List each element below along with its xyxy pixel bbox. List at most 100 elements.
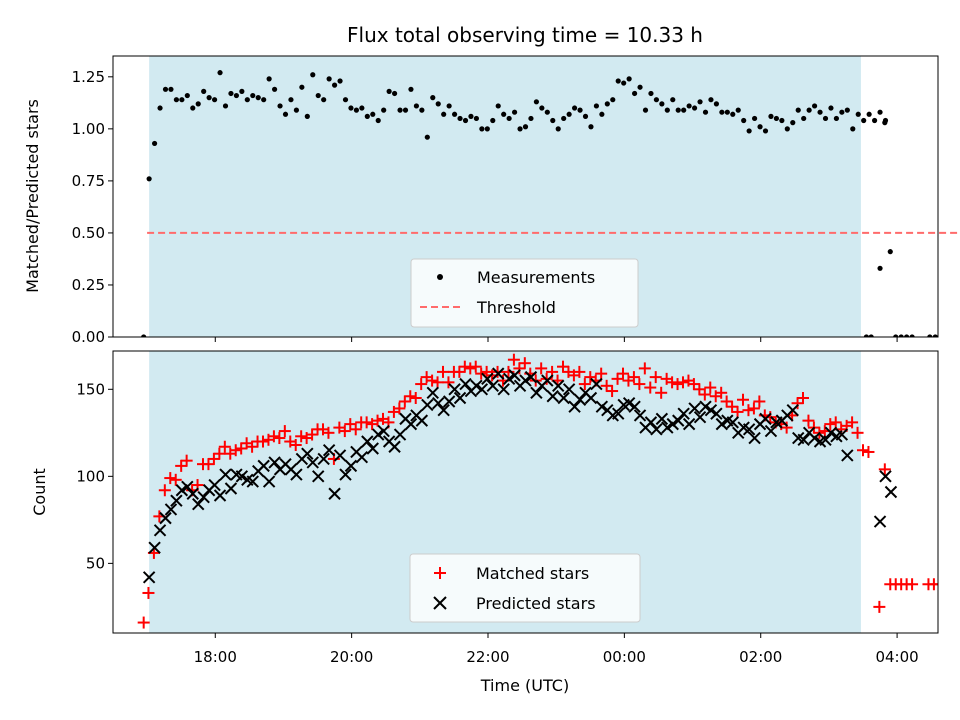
predicted-star-point bbox=[453, 391, 467, 405]
matched-star-point bbox=[349, 423, 362, 436]
predicted-star-point bbox=[644, 416, 658, 429]
top-chart-title: Flux total observing time = 10.33 h bbox=[347, 23, 703, 47]
measurement-point bbox=[757, 124, 763, 130]
measurement-point bbox=[490, 117, 496, 124]
measurement-point bbox=[877, 265, 883, 271]
matched-star-point bbox=[360, 416, 373, 429]
measurement-point bbox=[386, 88, 392, 94]
measurement-point bbox=[391, 90, 398, 97]
predicted-star-point bbox=[797, 433, 810, 446]
measurement-point bbox=[288, 97, 294, 103]
measurement-point bbox=[522, 124, 529, 130]
measurement-point bbox=[566, 111, 572, 117]
predicted-star-point bbox=[764, 424, 778, 438]
predicted-star-point bbox=[819, 433, 832, 446]
predicted-star-point bbox=[361, 435, 374, 448]
predicted-star-point bbox=[219, 468, 232, 481]
bottom-legend-box bbox=[409, 553, 641, 623]
measurement-point bbox=[697, 99, 703, 105]
matched-star-point bbox=[338, 425, 351, 438]
bottom-y-tick-label: 100 bbox=[76, 467, 105, 485]
matched-star-point bbox=[802, 414, 815, 427]
predicted-star-point bbox=[677, 407, 690, 420]
predicted-star-point bbox=[568, 400, 581, 413]
matched-star-point bbox=[458, 360, 471, 373]
measurement-point bbox=[593, 103, 600, 109]
measurement-point bbox=[768, 113, 774, 119]
bottom-legend: Matched stars Predicted stars bbox=[409, 553, 641, 623]
measurement-point bbox=[446, 103, 452, 109]
star-count-points bbox=[137, 353, 938, 629]
measurement-point bbox=[555, 126, 561, 132]
measurement-point bbox=[675, 107, 681, 113]
matched-star-point bbox=[824, 418, 837, 431]
measurement-point bbox=[162, 86, 169, 92]
matched-star-point bbox=[666, 376, 679, 389]
matched-star-point bbox=[595, 367, 608, 380]
measurement-point bbox=[402, 107, 409, 113]
matched-star-point bbox=[442, 376, 455, 389]
matched-star-point bbox=[687, 378, 700, 391]
matched-star-point bbox=[638, 362, 651, 375]
measurement-point bbox=[708, 97, 714, 103]
predicted-star-point bbox=[213, 489, 227, 502]
matched-star-point bbox=[513, 362, 526, 375]
measurement-point bbox=[277, 103, 283, 109]
measurement-point bbox=[604, 101, 610, 107]
predicted-star-point bbox=[835, 428, 849, 441]
predicted-star-point bbox=[475, 383, 489, 396]
predicted-star-point bbox=[650, 423, 663, 436]
measurement-point bbox=[271, 86, 278, 92]
measurement-point bbox=[550, 117, 556, 124]
predicted-star-point bbox=[235, 470, 249, 483]
predicted-star-point bbox=[262, 475, 276, 488]
measurement-point bbox=[457, 115, 463, 122]
measurement-point bbox=[868, 334, 874, 337]
matched-star-point bbox=[747, 402, 760, 415]
measurement-point bbox=[451, 111, 458, 117]
measurement-point bbox=[588, 124, 594, 130]
predicted-star-point bbox=[808, 431, 821, 445]
matched-star-point bbox=[600, 379, 613, 392]
predicted-star-point bbox=[317, 452, 330, 466]
measurement-point bbox=[784, 126, 790, 132]
measurement-point bbox=[430, 95, 436, 101]
predicted-star-point bbox=[142, 571, 156, 584]
measurement-point bbox=[473, 115, 480, 122]
predicted-star-point bbox=[442, 395, 456, 408]
measurement-point bbox=[833, 115, 840, 122]
measurement-point bbox=[168, 86, 174, 92]
predicted-star-point bbox=[502, 372, 516, 386]
predicted-star-point bbox=[530, 386, 543, 399]
predicted-star-point bbox=[393, 428, 407, 441]
measurement-point bbox=[664, 107, 670, 113]
predicted-star-point bbox=[459, 377, 472, 391]
measurement-point bbox=[599, 111, 605, 117]
measurement-point bbox=[419, 107, 425, 113]
measurement-point bbox=[353, 107, 360, 113]
measurement-point bbox=[839, 109, 845, 115]
predicted-star-point bbox=[257, 459, 270, 473]
measurement-point bbox=[348, 105, 354, 111]
predicted-star-point bbox=[519, 374, 532, 387]
predicted-star-point bbox=[355, 450, 369, 464]
predicted-star-point bbox=[612, 407, 625, 420]
predicted-star-point bbox=[524, 370, 538, 384]
matched-star-point bbox=[731, 405, 744, 418]
matched-star-point bbox=[273, 432, 286, 445]
predicted-star-point bbox=[421, 398, 434, 412]
measurement-point bbox=[844, 107, 850, 113]
measurement-point bbox=[190, 105, 196, 111]
measurement-point bbox=[321, 97, 327, 103]
measurement-point bbox=[850, 126, 856, 132]
legend-predicted-stars: Predicted stars bbox=[476, 594, 596, 613]
measurement-points bbox=[141, 70, 938, 337]
measurement-point bbox=[893, 334, 899, 337]
matched-star-point bbox=[851, 426, 864, 439]
predicted-star-point bbox=[748, 431, 761, 445]
matched-star-point bbox=[409, 392, 422, 404]
matched-star-point bbox=[633, 378, 646, 391]
measurement-point bbox=[244, 97, 250, 103]
predicted-star-point bbox=[404, 417, 418, 431]
matched-star-point bbox=[742, 404, 755, 417]
